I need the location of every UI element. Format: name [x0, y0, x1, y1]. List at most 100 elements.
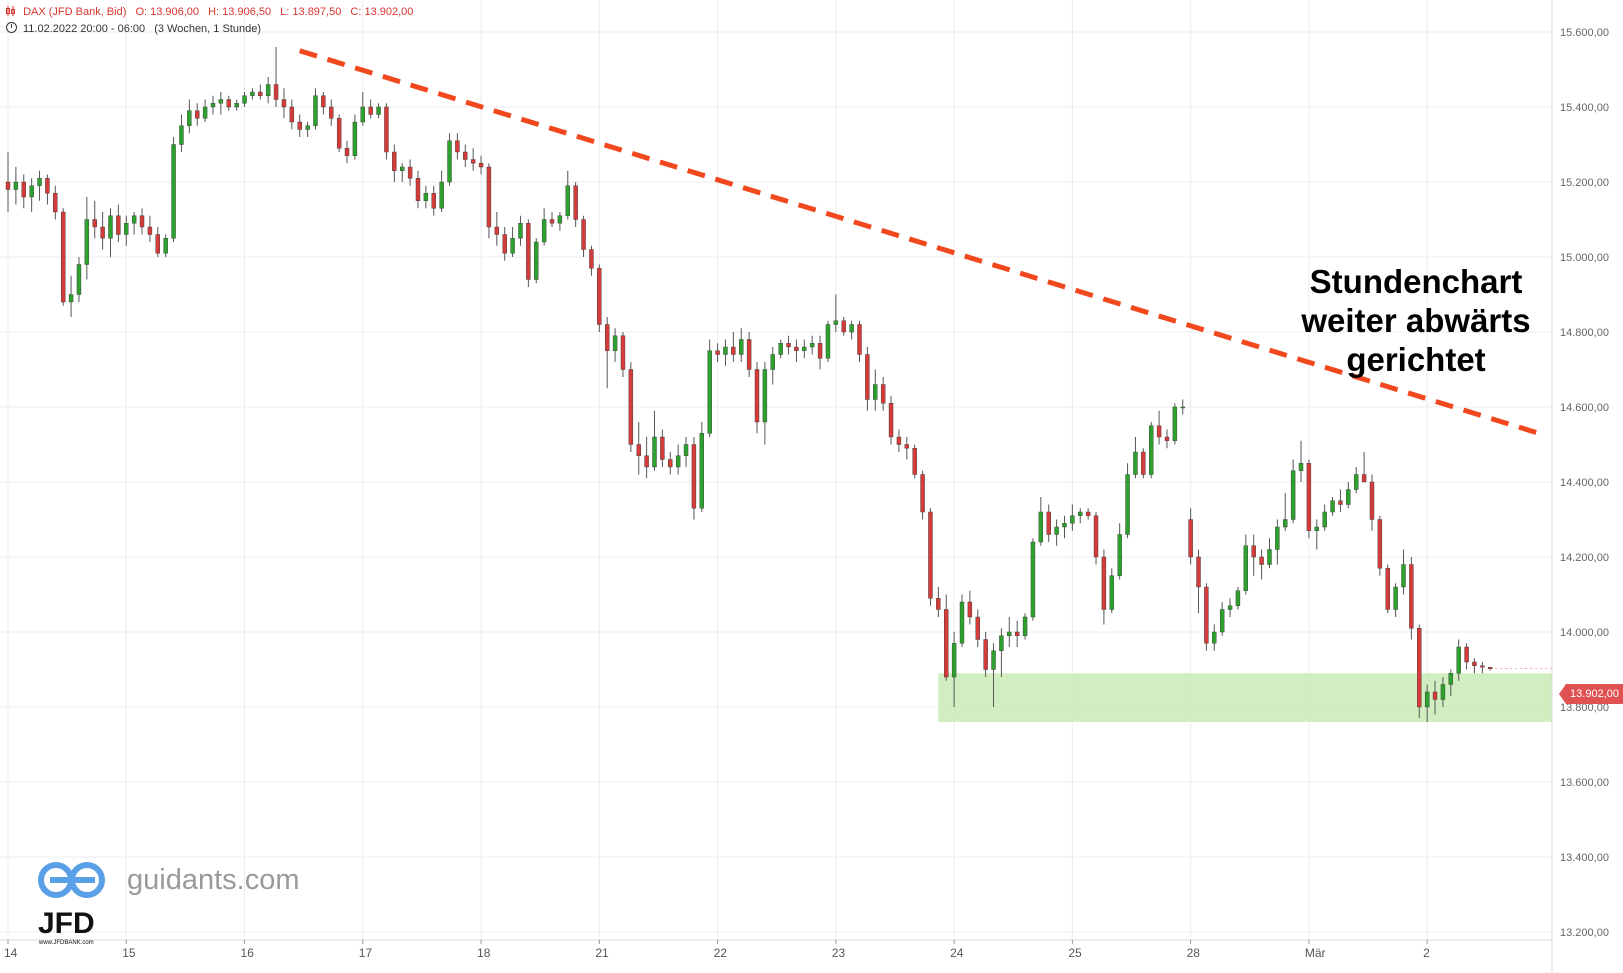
- candle-down: [928, 511, 933, 599]
- candle-up: [1212, 631, 1217, 644]
- candle-down: [597, 268, 602, 325]
- candle-up: [265, 84, 271, 96]
- candle-down: [1369, 481, 1375, 520]
- candle-up: [131, 215, 137, 224]
- candle-up: [1030, 541, 1036, 618]
- candle-up: [1219, 609, 1225, 633]
- candle-up: [360, 106, 365, 123]
- x-tick-label: 16: [241, 946, 255, 960]
- candle-up: [13, 181, 19, 190]
- candle-up: [510, 238, 515, 254]
- candle-down: [865, 354, 870, 400]
- candle-down: [455, 140, 460, 153]
- candle-up: [1401, 564, 1406, 588]
- candle-up: [1149, 425, 1154, 475]
- x-tick-label: Mär: [1305, 946, 1326, 960]
- candle-up: [873, 384, 878, 400]
- candle-down: [880, 384, 886, 404]
- candle-down: [384, 106, 389, 153]
- candle-up: [400, 166, 405, 171]
- candle-up: [541, 219, 547, 243]
- candle-down: [329, 106, 334, 119]
- x-tick-label: 18: [477, 946, 491, 960]
- candle-up: [313, 95, 318, 126]
- candle-down: [273, 84, 279, 100]
- candle-down: [967, 601, 973, 618]
- candle-down: [1377, 519, 1383, 569]
- candle-up: [1393, 586, 1398, 610]
- candle-down: [983, 639, 988, 670]
- jfd-logo-icon: JFD www.JFDBANK.com: [38, 862, 105, 946]
- candle-up: [37, 178, 42, 186]
- candle-down: [1432, 691, 1438, 700]
- clock-icon: [6, 22, 17, 33]
- timeframe-header: 11.02.2022 20:00 - 06:00 (3 Wochen, 1 St…: [6, 22, 267, 35]
- y-tick-label: 15.000,00: [1560, 252, 1609, 264]
- candle-down: [731, 346, 736, 355]
- candle-up: [352, 121, 358, 156]
- guidants-url: guidants.com: [127, 864, 300, 896]
- close-value: C: 13.902,00: [350, 6, 414, 18]
- candle-down: [660, 436, 665, 460]
- jfd-logo: JFD www.JFDBANK.com: [38, 860, 110, 951]
- candle-down: [226, 99, 231, 108]
- candle-up: [171, 144, 176, 239]
- timeframe-range: 11.02.2022 20:00 - 06:00: [23, 23, 146, 35]
- candle-up: [1109, 575, 1114, 610]
- candle-down: [147, 226, 153, 235]
- y-tick-label: 15.600,00: [1560, 27, 1609, 39]
- x-tick-label: 28: [1187, 946, 1201, 960]
- candle-down: [1480, 665, 1485, 668]
- candle-up: [699, 433, 705, 509]
- candle-down: [1417, 628, 1422, 708]
- candle-down: [1204, 586, 1209, 644]
- candle-up: [999, 635, 1004, 651]
- candle-up: [1062, 523, 1067, 528]
- y-tick-label: 13.800,00: [1560, 702, 1609, 714]
- candle-down: [1306, 463, 1312, 531]
- candle-down: [1385, 568, 1390, 610]
- candle-up: [739, 339, 744, 355]
- candle-up: [1078, 511, 1083, 516]
- candle-up: [675, 455, 681, 468]
- candles-icon: [6, 6, 15, 16]
- candle-down: [297, 121, 302, 130]
- candle-down: [1156, 425, 1162, 438]
- last-price-tag: 13.902,00: [1559, 684, 1623, 704]
- candle-up: [1022, 616, 1028, 636]
- candle-up: [163, 238, 168, 254]
- candle-down: [431, 193, 436, 209]
- candle-down: [944, 609, 949, 678]
- candle-up: [683, 444, 689, 456]
- candle-up: [557, 215, 563, 224]
- x-tick-label: 14: [4, 946, 18, 960]
- candle-up: [1424, 691, 1430, 708]
- support-zone: [938, 673, 1552, 722]
- candle-up: [1172, 406, 1178, 441]
- candle-up: [534, 241, 539, 280]
- x-tick-label: 15: [122, 946, 136, 960]
- candle-down: [321, 95, 326, 108]
- candle-down: [470, 159, 476, 164]
- candle-down: [139, 215, 145, 228]
- candle-up: [1227, 605, 1233, 610]
- x-tick-label: 24: [950, 946, 964, 960]
- candle-up: [652, 436, 657, 468]
- candle-down: [644, 455, 649, 468]
- candle-up: [187, 110, 192, 126]
- candle-down: [794, 346, 799, 351]
- candle-down: [1472, 661, 1477, 666]
- candle-up: [762, 369, 768, 423]
- candle-up: [202, 106, 208, 119]
- candle-down: [668, 459, 673, 468]
- candle-up: [439, 181, 444, 209]
- candle-up: [778, 343, 783, 355]
- candle-up: [1070, 515, 1075, 524]
- candle-down: [415, 178, 421, 201]
- candle-up: [242, 95, 247, 104]
- candle-up: [1456, 646, 1461, 674]
- candle-down: [45, 178, 50, 194]
- candle-down: [817, 343, 823, 359]
- low-value: L: 13.897,50: [280, 6, 342, 18]
